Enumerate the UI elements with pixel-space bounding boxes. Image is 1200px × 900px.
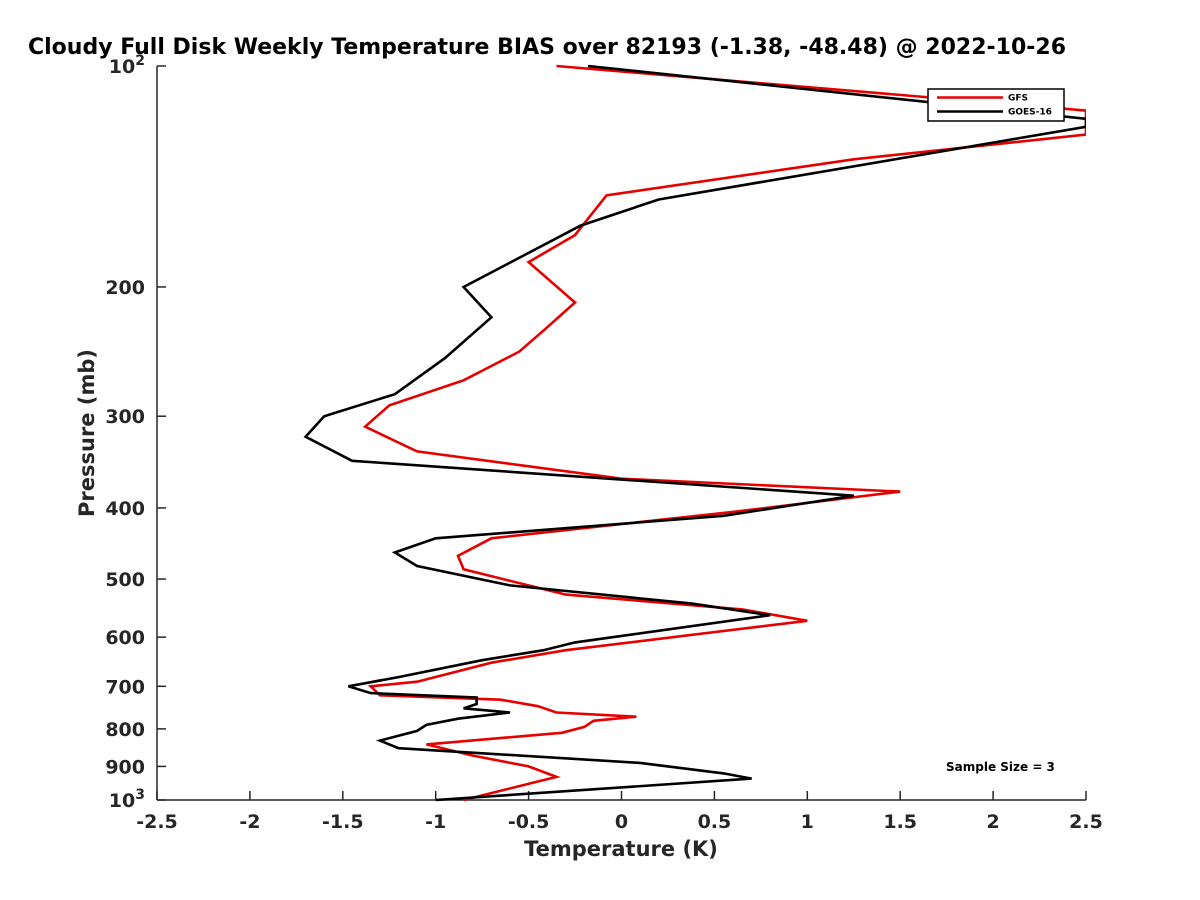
series-line-gfs	[362, 64, 1086, 802]
x-tick-label: -0.5	[508, 811, 550, 833]
x-tick-label: -2	[239, 811, 260, 833]
y-tick-label: 900	[105, 756, 145, 778]
x-tick-label: -2.5	[136, 811, 178, 833]
x-tick-label: -1	[425, 811, 446, 833]
x-axis-label: Temperature (K)	[524, 837, 718, 861]
x-tick-label: -1.5	[322, 811, 364, 833]
x-tick-label: 2	[986, 811, 999, 833]
y-axis-ticks: 102 200 300 400 500 600 700 800 900 103	[105, 53, 166, 812]
y-tick-label: 500	[105, 569, 145, 591]
legend-label-gfs: GFS	[1008, 94, 1028, 104]
x-tick-label: 1	[801, 811, 814, 833]
legend-label-goes16: GOES-16	[1008, 108, 1052, 118]
x-axis-ticks: -2.5 -2 -1.5 -1 -0.5 0 0.5 1 1.5 2 2.5	[136, 791, 1103, 833]
y-axis-label: Pressure (mb)	[75, 349, 99, 517]
x-tick-label: 2.5	[1069, 811, 1103, 833]
y-tick-label: 600	[105, 627, 145, 649]
y-tick-label: 200	[105, 277, 145, 299]
y-tick-label: 700	[105, 676, 145, 698]
y-tick-label: 102	[109, 53, 145, 78]
y-tick-label: 800	[105, 719, 145, 741]
y-tick-label: 400	[105, 498, 145, 520]
series-line-goes16	[303, 64, 1086, 802]
legend-box	[927, 88, 1065, 122]
series-layer	[303, 64, 1086, 802]
y-tick-label: 300	[105, 406, 145, 428]
plot-area	[156, 66, 1086, 801]
x-tick-label: 0.5	[698, 811, 732, 833]
legend: GFS GOES-16	[927, 88, 1065, 122]
y-tick-label: 103	[109, 787, 145, 812]
sample-size-annotation: Sample Size = 3	[946, 760, 1055, 774]
x-tick-label: 1.5	[883, 811, 917, 833]
chart-title: Cloudy Full Disk Weekly Temperature BIAS…	[28, 35, 1066, 60]
x-tick-label: 0	[615, 811, 628, 833]
